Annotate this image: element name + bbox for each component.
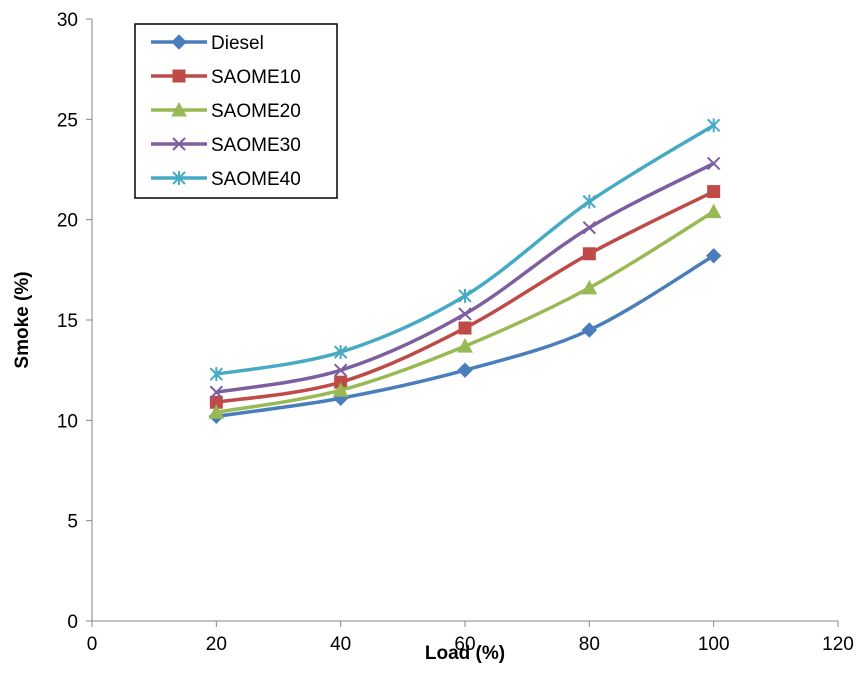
legend-label: SAOME20 xyxy=(211,101,301,122)
data-point xyxy=(708,186,720,198)
legend-label: SAOME10 xyxy=(211,67,301,88)
data-point xyxy=(459,308,471,320)
data-point xyxy=(583,248,595,260)
x-axis-title: Load (%) xyxy=(425,643,505,664)
y-axis-title: Smoke (%) xyxy=(12,271,33,368)
legend: Diesel SAOME10 SAOME20 SAOME30 SAOME40 xyxy=(135,24,337,198)
y-tick-label: 0 xyxy=(67,612,78,633)
data-point xyxy=(459,322,471,334)
x-tick-label: 0 xyxy=(87,634,98,655)
legend-label: Diesel xyxy=(211,33,264,54)
data-point xyxy=(583,195,595,209)
series-saome20 xyxy=(209,205,720,419)
x-tick-label: 40 xyxy=(330,634,351,655)
data-point xyxy=(708,118,720,132)
legend-label: SAOME40 xyxy=(211,169,301,190)
y-tick-label: 10 xyxy=(57,411,78,432)
y-tick-label: 20 xyxy=(57,211,78,232)
data-point xyxy=(459,289,471,303)
x-tick-label: 80 xyxy=(579,634,600,655)
data-point xyxy=(582,281,596,294)
legend-marker xyxy=(173,70,185,82)
data-point xyxy=(458,363,472,377)
x-tick-label: 100 xyxy=(698,634,730,655)
data-point xyxy=(707,205,721,218)
y-tick-label: 30 xyxy=(57,10,78,31)
data-point xyxy=(708,157,720,169)
y-tick-label: 15 xyxy=(57,311,78,332)
x-tick-label: 20 xyxy=(206,634,227,655)
x-tick-label: 120 xyxy=(822,634,854,655)
legend-label: SAOME30 xyxy=(211,135,301,156)
series-diesel xyxy=(209,249,720,424)
y-tick-label: 5 xyxy=(67,512,78,533)
data-point xyxy=(583,222,595,234)
y-tick-label: 25 xyxy=(57,110,78,131)
data-point xyxy=(582,323,596,337)
